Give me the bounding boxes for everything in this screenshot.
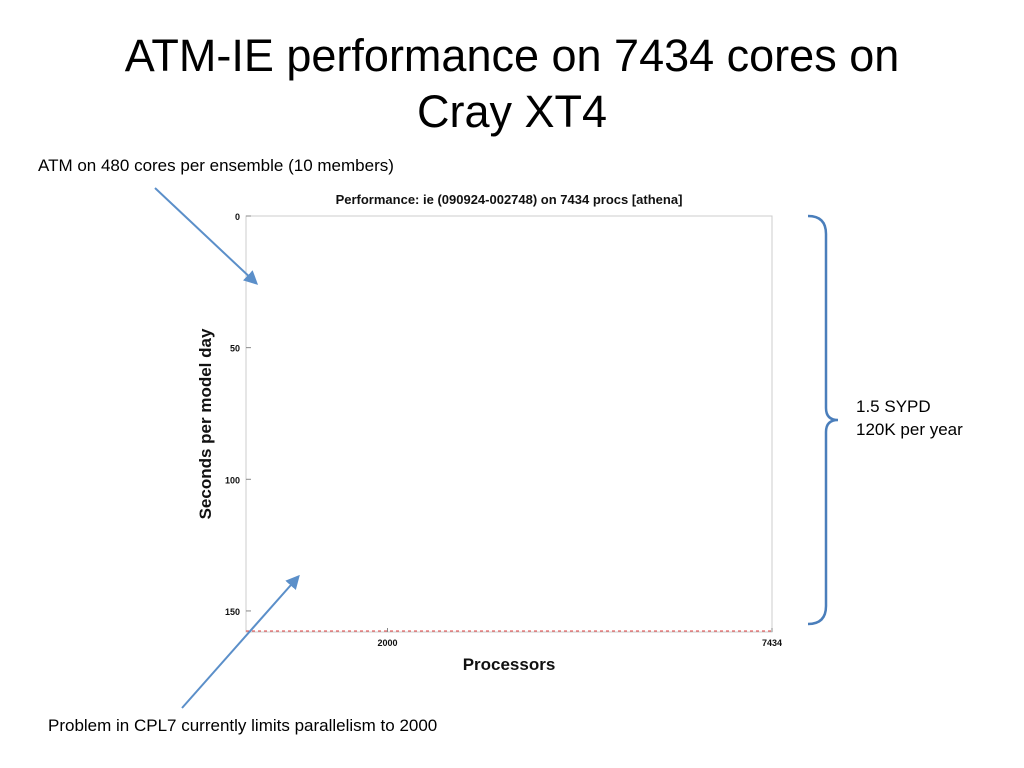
atm-note: ATM on 480 cores per ensemble (10 member… bbox=[38, 156, 394, 175]
overlay-layer bbox=[154, 187, 839, 709]
title-line-2: Cray XT4 bbox=[416, 86, 608, 137]
title-line-1: ATM-IE performance on 7434 cores on bbox=[124, 30, 900, 81]
problem-note: Problem in CPL7 currently limits paralle… bbox=[48, 716, 438, 735]
y-tick-label: 100 bbox=[225, 475, 240, 485]
cost-text: 120K per year bbox=[856, 420, 963, 439]
performance-summary: 1.5 SYPD 120K per year bbox=[856, 395, 963, 441]
y-tick-label: 0 bbox=[235, 212, 240, 222]
sypd-text: 1.5 SYPD bbox=[856, 397, 931, 416]
plot-area bbox=[245, 215, 773, 633]
x-axis-label: Processors bbox=[462, 655, 556, 674]
x-tick-label: 7434 bbox=[762, 638, 782, 648]
problem-note-arrow bbox=[181, 574, 300, 709]
axes-layer: 0 50 100 150 2000 7434 bbox=[225, 212, 782, 648]
atm-note-arrow bbox=[154, 187, 259, 285]
y-tick-label: 50 bbox=[230, 344, 240, 354]
y-tick-label: 150 bbox=[225, 607, 240, 617]
slide-title: ATM-IE performance on 7434 cores on Cray… bbox=[0, 28, 1024, 140]
chart-title: Performance: ie (090924-002748) on 7434 … bbox=[335, 192, 683, 207]
x-tick-label: 2000 bbox=[377, 638, 397, 648]
right-brace bbox=[807, 214, 839, 626]
